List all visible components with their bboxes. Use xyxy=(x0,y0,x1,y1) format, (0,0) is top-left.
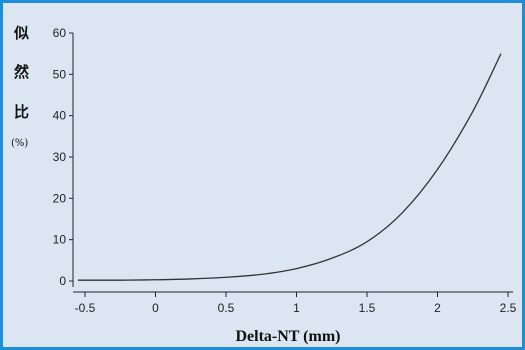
x-tick-label: 2.5 xyxy=(500,301,517,315)
y-tick-label: 20 xyxy=(53,191,67,205)
y-tick-label: 10 xyxy=(53,233,67,247)
x-tick-label: 1.5 xyxy=(359,301,376,315)
series-layer xyxy=(77,53,502,281)
ylabel-unit: (%) xyxy=(11,138,29,149)
x-tick-label: 0.5 xyxy=(218,301,235,315)
x-tick-label: 1 xyxy=(293,301,300,315)
axes xyxy=(72,33,513,293)
x-tick-label: 2 xyxy=(434,301,441,315)
ylabel-char-3: 比 xyxy=(14,103,30,121)
ticks: 0 10 20 30 40 50 60 -0.5 0 0.5 1 1.5 2 2.5 xyxy=(53,26,517,315)
y-tick-label: 0 xyxy=(59,274,66,288)
y-tick-label: 30 xyxy=(53,150,67,164)
y-tick-label: 40 xyxy=(53,109,67,123)
y-tick-label: 60 xyxy=(53,26,67,40)
x-tick-label: -0.5 xyxy=(75,301,96,315)
ylabel-char-2: 然 xyxy=(14,63,30,81)
y-tick-label: 50 xyxy=(53,67,67,81)
ylabel-char-1: 似 xyxy=(14,24,30,42)
x-tick-label: 0 xyxy=(152,301,159,315)
x-axis-label: Delta-NT (mm) xyxy=(235,328,341,345)
series-line xyxy=(77,53,502,281)
line-chart: 0 10 20 30 40 50 60 -0.5 0 0.5 1 1.5 2 2.5 xyxy=(53,26,517,315)
